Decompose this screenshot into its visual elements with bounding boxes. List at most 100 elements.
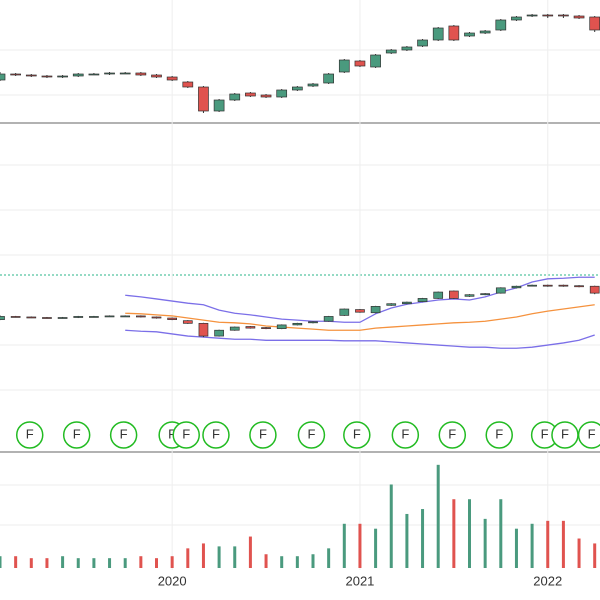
event-marker bbox=[202, 421, 230, 449]
candle-body bbox=[120, 315, 131, 318]
candle-body bbox=[104, 315, 115, 318]
candle-body bbox=[245, 326, 256, 329]
volume-bar bbox=[123, 558, 127, 568]
volume-bar bbox=[29, 558, 33, 568]
candle-body bbox=[527, 284, 537, 287]
volume-bar bbox=[577, 538, 581, 568]
volume-bar bbox=[170, 556, 174, 568]
candle-body bbox=[573, 15, 585, 19]
candle-body bbox=[136, 315, 146, 318]
candle-body bbox=[449, 290, 459, 299]
event-label: F bbox=[182, 426, 190, 441]
grid bbox=[0, 49, 600, 526]
volume-bar bbox=[248, 536, 252, 568]
volume-bar bbox=[436, 464, 440, 568]
volume-bar bbox=[76, 558, 80, 568]
event-marker bbox=[297, 421, 326, 449]
volume-bar bbox=[311, 554, 315, 568]
event-label: F bbox=[588, 426, 596, 441]
event-label: F bbox=[26, 426, 34, 441]
candle-body bbox=[495, 19, 507, 31]
candle-body bbox=[104, 72, 115, 75]
candle-body bbox=[0, 73, 6, 81]
volume-bar bbox=[108, 558, 112, 568]
candle-body bbox=[480, 293, 490, 296]
candle-body bbox=[41, 75, 53, 78]
candle-body bbox=[417, 39, 428, 47]
candle-body bbox=[10, 316, 21, 318]
volume-bar bbox=[546, 520, 550, 568]
x-tick-label: 2022 bbox=[533, 573, 562, 588]
candle-body bbox=[182, 81, 194, 88]
event-label: F bbox=[212, 426, 220, 441]
candle-body bbox=[88, 73, 100, 76]
candle-body bbox=[558, 284, 569, 287]
event-label: F bbox=[307, 426, 315, 441]
candle-body bbox=[339, 308, 350, 316]
event-label: F bbox=[541, 426, 549, 441]
volume-bar bbox=[327, 548, 331, 568]
volume-bar bbox=[61, 556, 65, 568]
volume-bar bbox=[452, 499, 456, 568]
event-label: F bbox=[259, 426, 267, 441]
candle-body bbox=[135, 72, 147, 76]
event-label: F bbox=[353, 426, 361, 441]
volume-bar bbox=[186, 548, 190, 568]
candle-body bbox=[276, 324, 287, 329]
volume-bar bbox=[468, 499, 471, 568]
volume-bar bbox=[201, 543, 205, 568]
candle-body bbox=[511, 16, 522, 21]
volume-bar bbox=[530, 523, 534, 568]
candle-body bbox=[307, 83, 319, 87]
candle-body bbox=[355, 309, 365, 313]
candle-body bbox=[72, 73, 84, 77]
band-line bbox=[125, 304, 595, 331]
candle-body bbox=[182, 320, 193, 324]
candle-body bbox=[292, 86, 303, 91]
x-tick-label: 2020 bbox=[158, 573, 187, 588]
event-marker bbox=[391, 421, 420, 449]
candle-body bbox=[229, 93, 241, 101]
candle-body bbox=[495, 287, 506, 294]
volume-bar bbox=[483, 518, 487, 568]
candle-body bbox=[574, 285, 584, 288]
candle-body bbox=[25, 74, 37, 77]
event-marker bbox=[438, 421, 467, 449]
event-label: F bbox=[168, 426, 176, 441]
event-marker bbox=[172, 421, 200, 449]
event-marker bbox=[577, 421, 600, 449]
volume-bar bbox=[233, 546, 237, 568]
candle-body bbox=[198, 322, 209, 337]
candle-body bbox=[464, 32, 475, 37]
candle-body bbox=[464, 294, 475, 297]
candle-body bbox=[261, 327, 271, 329]
candle-body bbox=[167, 317, 177, 320]
candle-body bbox=[10, 73, 21, 76]
candle-body bbox=[89, 316, 99, 318]
candle-body bbox=[401, 46, 413, 51]
volume-bar bbox=[139, 556, 143, 568]
volume-bar bbox=[155, 558, 158, 568]
event-label: F bbox=[448, 426, 456, 441]
event-marker bbox=[343, 421, 371, 449]
candle-body bbox=[542, 284, 553, 287]
volume-bar bbox=[14, 556, 18, 568]
event-label: F bbox=[495, 426, 503, 441]
volume-bar bbox=[514, 528, 518, 568]
candle-body bbox=[354, 60, 366, 67]
event-marker bbox=[485, 421, 513, 449]
candle-body bbox=[526, 14, 538, 17]
candle-body bbox=[448, 25, 460, 41]
candle-body bbox=[245, 92, 256, 97]
volume-bar bbox=[389, 484, 393, 568]
candle-body bbox=[402, 301, 412, 305]
candle-body bbox=[479, 30, 491, 34]
candle-body bbox=[417, 298, 428, 302]
candle-body bbox=[385, 49, 397, 54]
candle-body bbox=[57, 75, 68, 78]
event-label: F bbox=[120, 426, 128, 441]
volume-bar bbox=[295, 556, 299, 568]
candle-body bbox=[511, 285, 522, 289]
candle-body bbox=[433, 291, 444, 299]
